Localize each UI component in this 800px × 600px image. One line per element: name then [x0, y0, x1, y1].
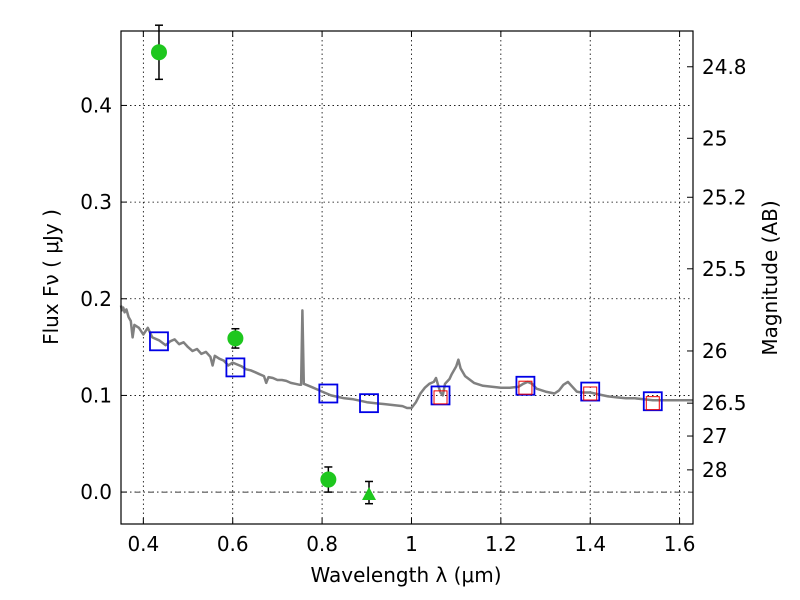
model-flux-box	[149, 331, 169, 352]
grid	[121, 31, 693, 524]
y-tick-label: 0.0	[80, 480, 112, 504]
y-tick-label: 0.2	[80, 287, 112, 311]
model-flux-box	[515, 375, 536, 396]
model-flux-box	[580, 381, 601, 402]
x-tick-label: 0.4	[127, 532, 159, 556]
model-flux-box	[225, 357, 246, 378]
y-axis-title: Flux Fν ( μJy )	[39, 209, 63, 345]
data-points	[149, 24, 663, 505]
y-tick-label: 0.4	[80, 93, 112, 117]
photometry-point	[150, 44, 167, 61]
y2-tick-label: 25.5	[702, 257, 747, 281]
plot-frame	[120, 30, 694, 525]
photometry-point	[320, 471, 337, 488]
observed-flux-box	[433, 390, 448, 405]
y2-axis-title: Magnitude (AB)	[758, 200, 782, 355]
x-tick-label: 1.4	[574, 532, 606, 556]
y2-tick-label: 24.8	[702, 55, 747, 79]
model-flux-box	[642, 391, 663, 412]
observed-flux-box	[583, 386, 598, 401]
axis-ticks: 0.4 0.6 0.8 1 1.2 1.4 1.6 0.0 0.1 0.2 0.3 0.4 24.8 25…	[80, 31, 747, 556]
photometry-point	[227, 330, 244, 347]
observed-flux-box	[645, 396, 660, 411]
upper-limit-triangle	[362, 487, 377, 501]
model-flux-box	[318, 383, 339, 404]
y-tick-label: 0.1	[80, 383, 112, 407]
y2-tick-label: 26	[702, 339, 727, 363]
observed-flux-box	[518, 380, 533, 395]
x-tick-label: 1.2	[485, 532, 517, 556]
y2-tick-label: 25.2	[702, 185, 747, 209]
x-tick-label: 0.6	[217, 532, 249, 556]
model-flux-box	[430, 385, 451, 406]
y2-tick-label: 28	[702, 458, 727, 482]
y2-tick-label: 25	[702, 126, 727, 150]
model-flux-box	[359, 393, 379, 414]
y2-tick-label: 26.5	[702, 391, 747, 415]
y-tick-label: 0.3	[80, 190, 112, 214]
y2-tick-label: 27	[702, 424, 727, 448]
sed-model-curve	[119, 305, 693, 410]
x-axis-title: Wavelength λ (μm)	[310, 563, 501, 587]
x-tick-label: 1	[405, 532, 418, 556]
x-tick-label: 0.8	[306, 532, 338, 556]
x-tick-label: 1.6	[664, 532, 696, 556]
